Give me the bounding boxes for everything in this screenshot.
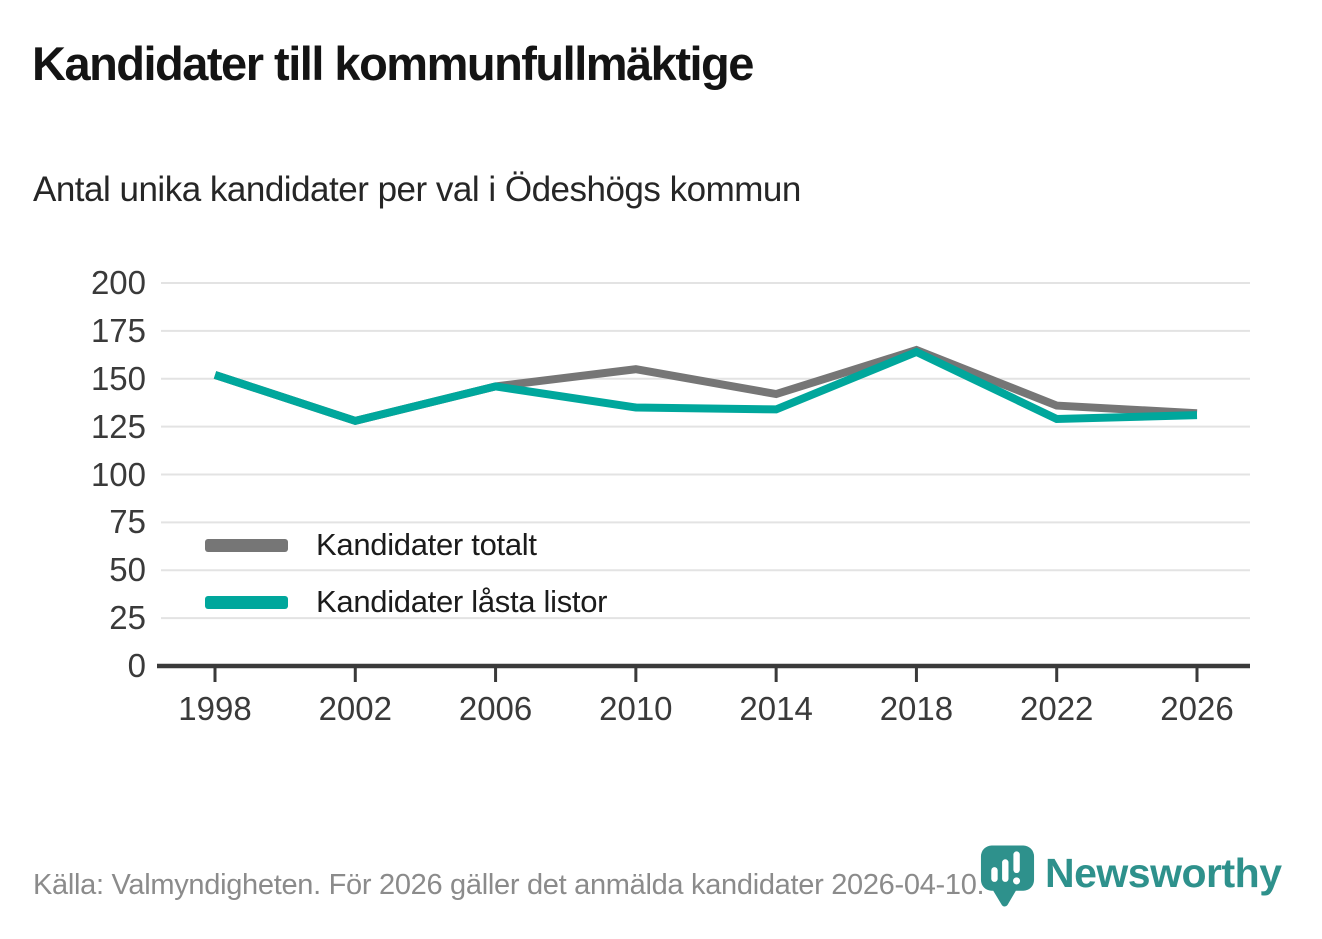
y-tick-label-50: 50 bbox=[109, 551, 146, 589]
legend-label-total: Kandidater totalt bbox=[316, 527, 537, 562]
legend-swatch-total bbox=[205, 538, 288, 552]
chart-subtitle: Antal unika kandidater per val i Ödeshög… bbox=[33, 170, 801, 209]
y-tick-label-75: 75 bbox=[109, 503, 146, 541]
y-tick-label-100: 100 bbox=[90, 455, 146, 493]
page-title: Kandidater till kommunfullmäktige bbox=[32, 37, 754, 90]
chart-legend: Kandidater totalt Kandidater låsta listo… bbox=[205, 525, 608, 639]
x-tick-label-2002: 2002 bbox=[318, 690, 392, 727]
y-tick-label-0: 0 bbox=[127, 647, 146, 684]
y-tick-label-125: 125 bbox=[90, 407, 146, 445]
x-tick-label-2006: 2006 bbox=[458, 690, 533, 727]
source-note: Källa: Valmyndigheten. För 2026 gäller d… bbox=[33, 869, 985, 901]
y-tick-label-200: 200 bbox=[90, 264, 146, 301]
legend-swatch-locked-lists bbox=[205, 595, 288, 609]
legend-item-total: Kandidater totalt bbox=[205, 525, 607, 565]
y-tick-label-150: 150 bbox=[90, 359, 146, 397]
x-tick-label-2026: 2026 bbox=[1160, 690, 1234, 727]
series-line-locked-lists bbox=[213, 347, 1198, 426]
x-tick-label-2022: 2022 bbox=[1019, 690, 1094, 727]
newsworthy-logo: Newsworthy bbox=[978, 843, 1282, 909]
y-tick-label-175: 175 bbox=[90, 311, 146, 349]
newsworthy-wordmark: Newsworthy bbox=[1045, 849, 1282, 896]
newsworthy-pin-icon bbox=[980, 845, 1035, 907]
x-tick-label-2014: 2014 bbox=[739, 690, 813, 727]
legend-label-locked-lists: Kandidater låsta listor bbox=[316, 584, 608, 619]
x-tick-label-2010: 2010 bbox=[599, 690, 673, 727]
x-tick-label-2018: 2018 bbox=[879, 690, 954, 727]
legend-item-locked-lists: Kandidater låsta listor bbox=[205, 582, 608, 622]
y-tick-label-25: 25 bbox=[109, 599, 146, 637]
x-tick-label-1998: 1998 bbox=[178, 690, 252, 727]
